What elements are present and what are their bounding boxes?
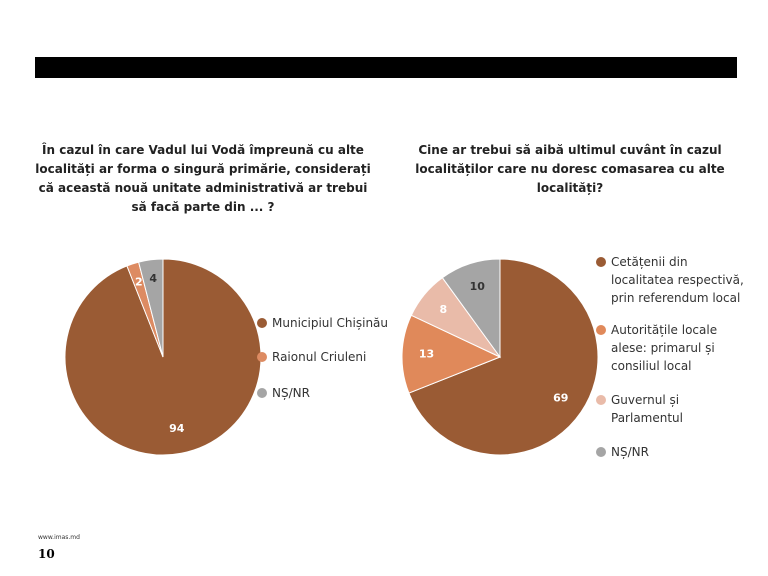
legend-label: NȘ/NR [611, 445, 649, 459]
legend-label: Cetățenii din localitatea respectivă, pr… [611, 255, 744, 305]
legend-marker [257, 388, 267, 398]
legend-marker [596, 447, 606, 457]
value-label: 10 [470, 280, 486, 293]
pie-slice [138, 258, 164, 358]
legend-marker [596, 395, 606, 405]
header-bar [35, 57, 737, 78]
legend-label: NȘ/NR [272, 386, 310, 400]
pie-slice [441, 258, 501, 359]
chart-title: Cine ar trebui să aibă ultimul cuvânt în… [415, 143, 725, 195]
legend-label: Raionul Criuleni [272, 350, 367, 364]
legend-label: Guvernul și Parlamentul [611, 393, 683, 425]
value-label: 94 [169, 422, 185, 435]
legend-label: Municipiul Chișinău [272, 316, 389, 330]
value-label: 8 [440, 303, 448, 316]
pie-slice [401, 314, 502, 394]
chart-title: În cazul în care Vadul lui Vodă împreună… [35, 143, 371, 214]
legend-marker [596, 257, 606, 267]
value-label: 2 [135, 275, 143, 288]
legend-marker [596, 325, 606, 335]
value-label: 69 [553, 391, 568, 404]
footer-url: www.imas.md [38, 534, 80, 541]
legend-marker [257, 352, 267, 362]
value-label: 13 [419, 348, 434, 361]
value-label: 4 [149, 272, 157, 285]
pie-slice [408, 258, 599, 456]
legend-marker [257, 318, 267, 328]
legend-label: Autoritățile locale alese: primarul și c… [611, 323, 718, 373]
page-number: 10 [38, 547, 55, 561]
